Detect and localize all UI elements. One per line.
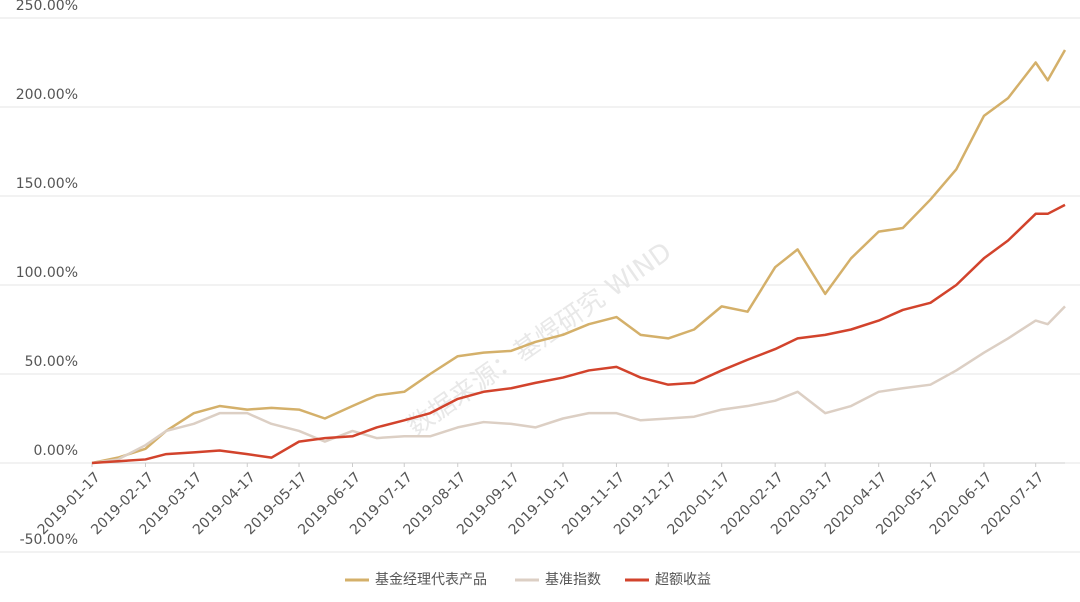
y-tick-label: -50.00% bbox=[20, 532, 78, 548]
series-line bbox=[91, 305, 1066, 465]
legend-label: 超额收益 bbox=[655, 572, 711, 588]
y-tick-label: 250.00% bbox=[16, 0, 78, 14]
series-line bbox=[91, 203, 1066, 465]
y-tick-label: 0.00% bbox=[34, 443, 78, 459]
y-tick-label: 200.00% bbox=[16, 87, 78, 103]
y-tick-label: 150.00% bbox=[16, 176, 78, 192]
y-tick-label: 50.00% bbox=[25, 354, 78, 370]
series-line bbox=[91, 49, 1067, 465]
y-tick-label: 100.00% bbox=[16, 265, 78, 281]
legend-label: 基金经理代表产品 bbox=[375, 571, 487, 588]
legend-label: 基准指数 bbox=[545, 571, 601, 588]
